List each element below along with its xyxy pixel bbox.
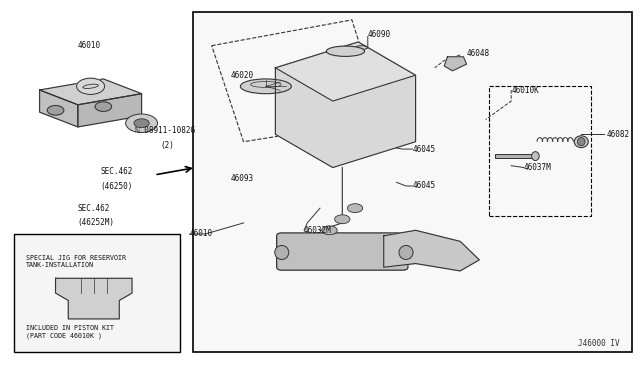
Text: 46045: 46045 bbox=[412, 182, 436, 190]
Text: (PART CODE 46010K ): (PART CODE 46010K ) bbox=[26, 332, 102, 339]
Text: 46010K: 46010K bbox=[511, 86, 539, 94]
Text: (46252M): (46252M) bbox=[78, 218, 115, 227]
Circle shape bbox=[77, 78, 104, 94]
Ellipse shape bbox=[574, 136, 588, 148]
Ellipse shape bbox=[399, 246, 413, 260]
Text: 46010: 46010 bbox=[189, 230, 212, 238]
Circle shape bbox=[125, 114, 157, 132]
Polygon shape bbox=[40, 90, 78, 127]
Text: 46032M: 46032M bbox=[304, 226, 332, 235]
Text: 46090: 46090 bbox=[368, 30, 391, 39]
Text: TANK-INSTALLATION: TANK-INSTALLATION bbox=[26, 262, 93, 268]
FancyBboxPatch shape bbox=[276, 233, 408, 270]
Bar bbox=[489, 86, 591, 215]
Ellipse shape bbox=[275, 246, 289, 260]
Text: (46250): (46250) bbox=[100, 182, 132, 190]
Text: 46037M: 46037M bbox=[524, 163, 552, 172]
Circle shape bbox=[134, 119, 149, 128]
Text: 46093: 46093 bbox=[231, 174, 254, 183]
Text: 46045: 46045 bbox=[412, 145, 436, 154]
Bar bbox=[14, 234, 180, 352]
Ellipse shape bbox=[577, 138, 585, 146]
Circle shape bbox=[348, 204, 363, 212]
Ellipse shape bbox=[532, 152, 540, 161]
Polygon shape bbox=[384, 230, 479, 271]
Ellipse shape bbox=[355, 46, 368, 49]
Circle shape bbox=[95, 102, 111, 112]
Text: 46010: 46010 bbox=[78, 41, 101, 50]
Text: SEC.462: SEC.462 bbox=[78, 203, 110, 213]
Bar bbox=[193, 13, 632, 352]
Polygon shape bbox=[40, 79, 141, 105]
Polygon shape bbox=[275, 42, 415, 167]
Text: (2): (2) bbox=[161, 141, 175, 150]
Text: SPECIAL JIG FOR RESERVOIR: SPECIAL JIG FOR RESERVOIR bbox=[26, 255, 125, 261]
Polygon shape bbox=[56, 278, 132, 319]
Polygon shape bbox=[275, 42, 415, 101]
Text: INCLUDED IN PISTON KIT: INCLUDED IN PISTON KIT bbox=[26, 325, 114, 331]
Polygon shape bbox=[78, 94, 141, 127]
Bar bbox=[355, 48, 368, 64]
Text: J46000 IV: J46000 IV bbox=[578, 340, 620, 349]
Text: ℕ 08911-1082G: ℕ 08911-1082G bbox=[135, 126, 195, 135]
Circle shape bbox=[47, 106, 64, 115]
Circle shape bbox=[335, 215, 350, 224]
Polygon shape bbox=[444, 57, 467, 71]
Text: 46082: 46082 bbox=[607, 130, 630, 139]
Bar bbox=[495, 154, 534, 158]
Ellipse shape bbox=[241, 79, 291, 94]
Ellipse shape bbox=[326, 46, 365, 57]
Text: SEC.462: SEC.462 bbox=[100, 167, 132, 176]
Text: 46048: 46048 bbox=[467, 49, 490, 58]
Text: 46020: 46020 bbox=[231, 71, 254, 80]
Circle shape bbox=[322, 226, 337, 235]
